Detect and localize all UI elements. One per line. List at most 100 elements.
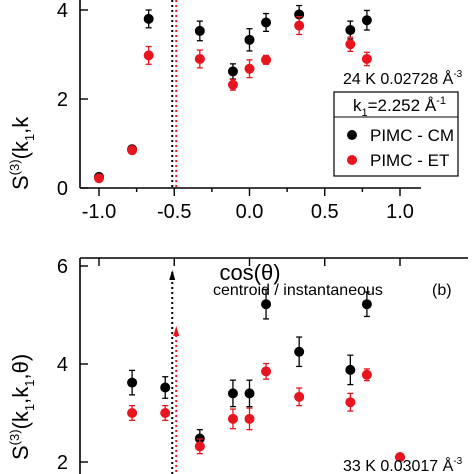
marker (345, 364, 356, 375)
marker (194, 53, 205, 64)
legend-marker-cm (347, 130, 357, 140)
data-point-et (261, 362, 272, 380)
y-tick-label: 4 (57, 0, 68, 22)
marker (244, 388, 255, 399)
data-point-et (294, 387, 305, 407)
marker (361, 53, 372, 64)
panel-b-reference-lines (169, 270, 180, 474)
panel-a: 024-1.0 -0.5 0.0 0.5 1.0 cos(θ) S(3)(k1,k 24… (7, 0, 463, 285)
arrow-head-cm (169, 270, 176, 280)
panel-b-ticks: 2 4 6 (57, 256, 401, 474)
legend-label-et: PIMC - ET (370, 151, 449, 170)
panel-b-label: (b) (432, 282, 452, 299)
marker (345, 397, 356, 408)
data-point-et (395, 452, 405, 463)
panel-b-annotation: 33 K 0.03017 Å-3 (343, 456, 463, 474)
panel-b: 2 4 6 centroid / instantaneous (b) S(3)(k1… (7, 256, 468, 474)
marker (395, 452, 405, 463)
x-tick-label: 0.0 (236, 201, 264, 223)
marker (294, 20, 305, 31)
panel-a-ticks: 0 2 4 -1.0 -0.5 0.0 0.5 1.0 (57, 0, 414, 223)
x-tick-label: 1.0 (386, 201, 414, 223)
data-point-et (345, 36, 356, 53)
marker (160, 382, 171, 393)
legend-label-cm: PIMC - CM (370, 126, 454, 145)
data-point-et (194, 49, 205, 69)
marker (261, 17, 272, 28)
data-point-et (127, 404, 138, 422)
marker (345, 39, 356, 50)
data-point-cm (294, 336, 305, 368)
data-point-cm (345, 20, 356, 40)
data-point-et (244, 59, 255, 79)
data-point-cm (361, 9, 372, 31)
marker (194, 441, 205, 452)
data-point-et (227, 78, 238, 91)
data-point-et (294, 16, 305, 36)
data-point-cm (361, 291, 372, 318)
panel-a-annotation: 24 K 0.02728 Å-3 (343, 69, 463, 88)
data-point-et (361, 368, 372, 382)
marker (127, 377, 138, 388)
svg-text:S(3)(k1,k1,θ): S(3)(k1,k1,θ) (7, 354, 37, 460)
marker (227, 79, 238, 90)
data-point-et (194, 438, 205, 455)
svg-text:S(3)(k1,k: S(3)(k1,k (7, 116, 37, 190)
data-point-cm (244, 28, 255, 52)
data-point-et (143, 45, 154, 65)
data-point-cm (345, 354, 356, 386)
marker (227, 413, 238, 424)
y-tick-label: 0 (57, 178, 68, 200)
data-point-cm (227, 63, 238, 80)
marker (244, 413, 255, 424)
marker (143, 50, 154, 61)
legend-title: k1=2.252 Å-1 (353, 95, 446, 119)
marker (361, 15, 372, 26)
panel-a-legend: k1=2.252 Å-1 PIMC - CM PIMC - ET (333, 91, 459, 177)
data-point-et (227, 408, 238, 430)
marker (361, 369, 372, 380)
marker (194, 25, 205, 36)
data-point-et (244, 407, 255, 431)
marker (244, 63, 255, 74)
panel-b-points (127, 288, 405, 463)
data-point-et (160, 404, 171, 422)
data-point-cm (261, 12, 272, 33)
data-point-cm (160, 376, 171, 399)
data-point-cm (227, 379, 238, 408)
marker (261, 54, 272, 65)
marker (294, 346, 305, 357)
data-point-et (361, 51, 372, 67)
marker (127, 145, 138, 156)
data-point-cm (194, 20, 205, 42)
x-tick-label: 0.5 (311, 201, 339, 223)
marker (261, 366, 272, 377)
marker (227, 66, 238, 77)
marker (361, 299, 372, 310)
legend-marker-et (347, 155, 357, 165)
panel-b-annotation-top: centroid / instantaneous (213, 282, 383, 299)
data-point-cm (127, 369, 138, 396)
data-point-cm (261, 288, 272, 320)
arrow-head-et (173, 326, 180, 336)
x-tick-label: -0.5 (157, 201, 191, 223)
marker (227, 388, 238, 399)
x-tick-label: -1.0 (82, 201, 116, 223)
marker (345, 25, 356, 36)
data-point-et (261, 54, 272, 65)
data-point-cm (143, 9, 154, 29)
panel-a-points (94, 4, 372, 184)
marker (160, 408, 171, 418)
data-point-et (94, 173, 104, 184)
y-tick-label: 6 (57, 256, 68, 278)
marker (127, 408, 138, 418)
marker (143, 13, 154, 24)
data-point-et (345, 392, 356, 412)
y-tick-label: 4 (57, 354, 68, 376)
panel-a-reference-lines (171, 0, 178, 188)
marker (244, 34, 255, 45)
marker (94, 173, 104, 184)
marker (294, 391, 305, 402)
y-tick-label: 2 (57, 452, 68, 474)
